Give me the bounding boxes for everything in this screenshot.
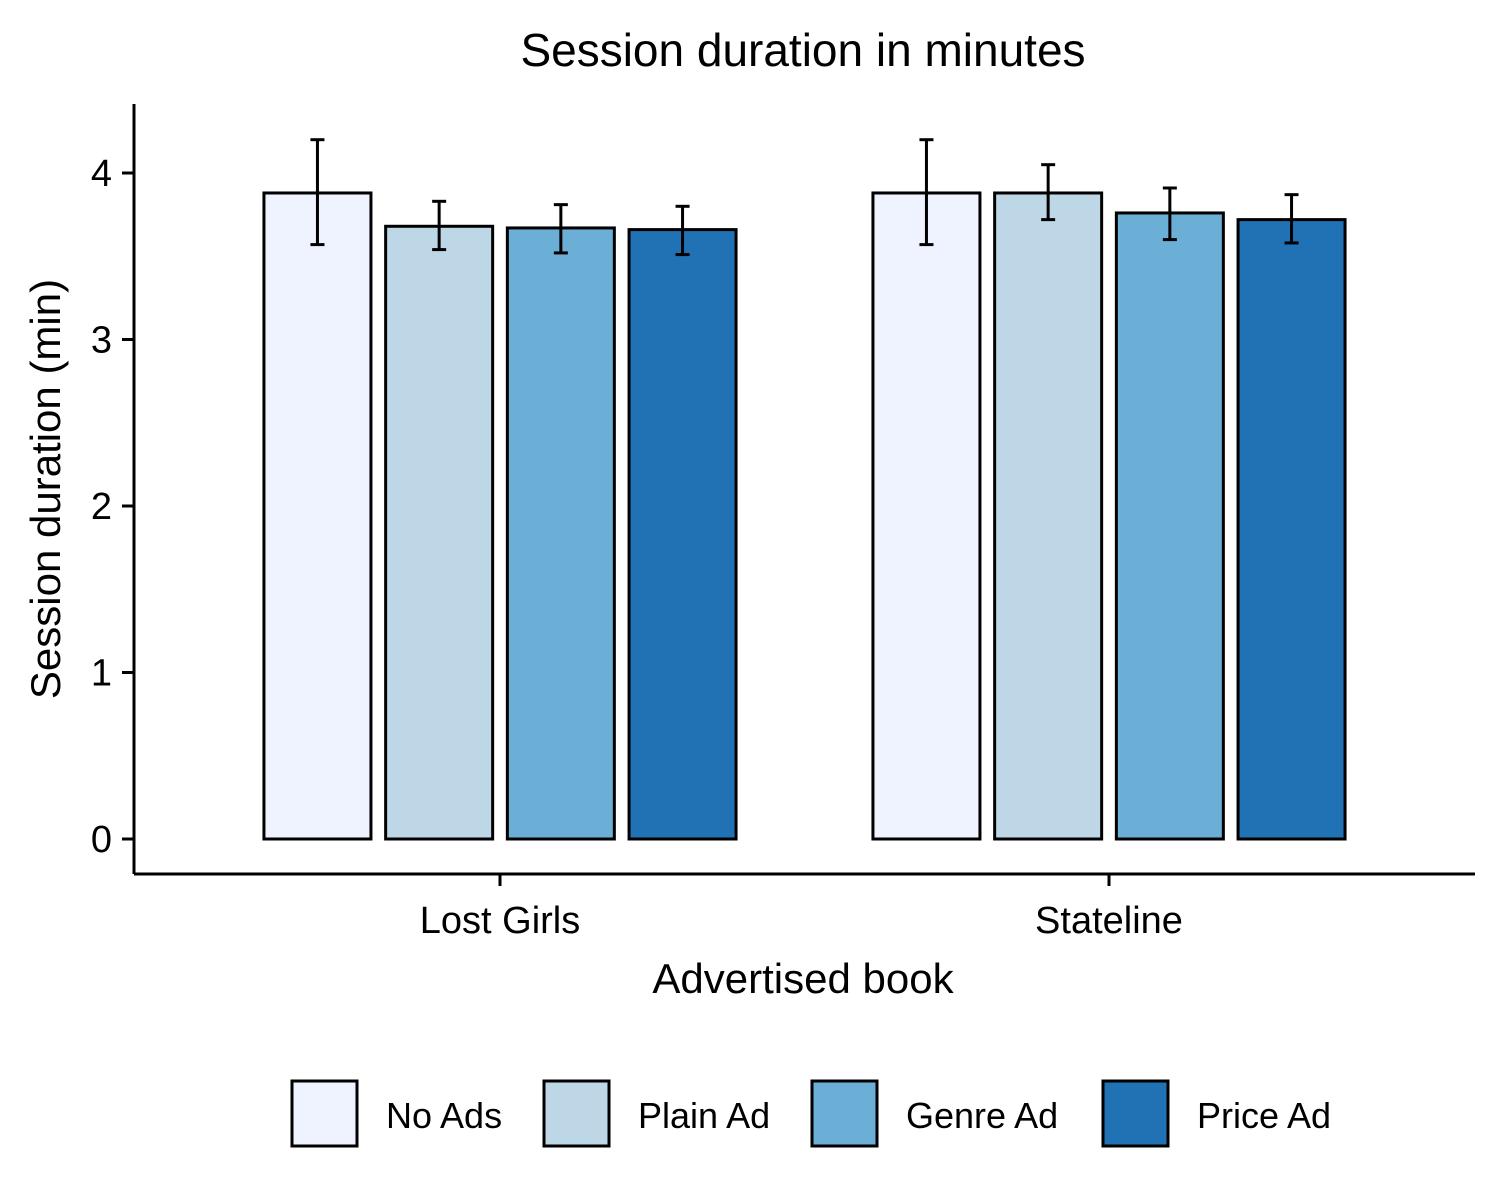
- legend-label: Genre Ad: [906, 1095, 1058, 1136]
- axes: 0 1 2 3 4 Lost Girls Stateline: [91, 104, 1475, 942]
- bar: [871, 191, 982, 841]
- legend-label: No Ads: [386, 1095, 502, 1136]
- error-bar: [675, 204, 690, 257]
- legend-key: [1101, 1079, 1170, 1148]
- error-bar: [432, 199, 447, 252]
- error-bar: [310, 138, 325, 247]
- error-bar: [553, 203, 568, 255]
- bar: [993, 191, 1104, 841]
- y-tick-label: 4: [91, 153, 112, 195]
- bar: [262, 191, 373, 841]
- legend-key: [290, 1079, 359, 1148]
- legend: No Ads Plain Ad Genre Ad Price Ad: [290, 1079, 1331, 1148]
- y-tick-label: 3: [91, 320, 112, 362]
- legend-label: Plain Ad: [638, 1095, 770, 1136]
- plot-area: [262, 138, 1347, 841]
- error-bar: [1041, 163, 1056, 222]
- error-bar: [1284, 193, 1299, 245]
- legend-label: Price Ad: [1197, 1095, 1331, 1136]
- x-axis-title: Advertised book: [652, 955, 954, 1002]
- bar: [627, 228, 738, 841]
- x-tick-label: Stateline: [1035, 900, 1183, 942]
- x-tick-label: Lost Girls: [420, 900, 580, 942]
- y-axis-title: Session duration (min): [22, 279, 69, 699]
- y-tick-label: 1: [91, 653, 112, 695]
- y-tick-label: 0: [91, 819, 112, 861]
- chart-title: Session duration in minutes: [520, 24, 1085, 76]
- bar: [1114, 211, 1225, 841]
- bar: [1236, 218, 1347, 841]
- y-tick-label: 2: [91, 486, 112, 528]
- error-bar: [1162, 186, 1177, 242]
- error-bar: [919, 138, 934, 247]
- legend-key: [810, 1079, 879, 1148]
- legend-key: [542, 1079, 611, 1148]
- bar: [505, 226, 616, 841]
- bar: [384, 224, 495, 841]
